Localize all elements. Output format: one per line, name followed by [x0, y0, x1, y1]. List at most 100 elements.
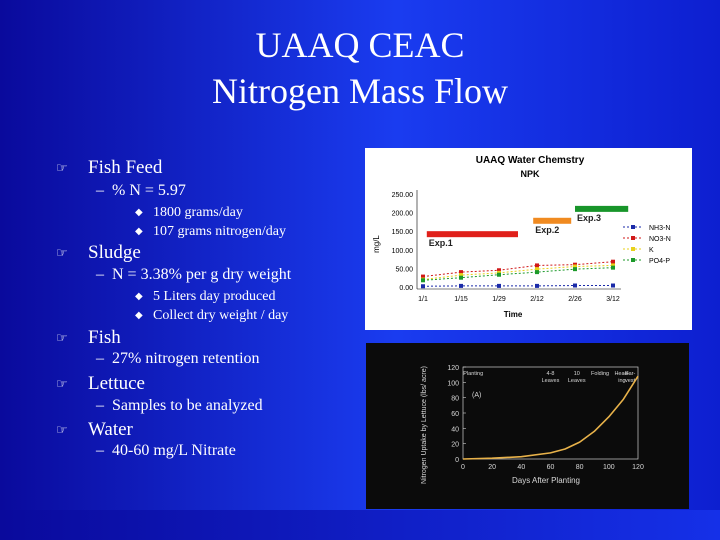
y-tick-label: 50.00: [395, 266, 413, 273]
item-text: Collect dry weight / day: [153, 308, 289, 323]
y-tick-label: 100.00: [392, 248, 414, 255]
experiment-bar: [533, 217, 572, 224]
bullet-label: Fish Feed: [88, 157, 163, 178]
growth-stage-label: 4-8: [547, 371, 555, 377]
data-point: [497, 283, 501, 288]
growth-stage-label: Leaves: [542, 378, 560, 384]
lettuce-uptake-svg: Nitrogen Uptake by Lettuce (lbs/ acre) D…: [421, 365, 644, 485]
experiment-label: Exp.3: [577, 213, 601, 223]
item-text: 107 grams nitrogen/day: [153, 224, 286, 239]
y-tick-label: 0.00: [399, 285, 413, 292]
legend-entry: K: [649, 247, 654, 254]
x-axis-label: Time: [504, 310, 523, 319]
x-tick-label: 40: [517, 464, 525, 471]
legend-entry: PO4-P: [649, 258, 670, 265]
bullet-label: Lettuce: [88, 373, 145, 394]
pointing-hand-icon: ☞: [56, 423, 68, 438]
data-point: [497, 268, 501, 273]
sub-bullet-text: 40-60 mg/L Nitrate: [112, 442, 236, 459]
x-tick-label: 2/26: [568, 296, 582, 303]
x-tick-label: 20: [488, 464, 496, 471]
y-tick-label: 0: [455, 457, 459, 464]
title-line-1: UAAQ CEAC: [255, 25, 465, 65]
sub-bullet-text: 27% nitrogen retention: [112, 350, 260, 367]
growth-stage-label: Folding: [591, 371, 609, 377]
sub-bullet-text: % N = 5.97: [112, 182, 186, 199]
y-axis-label: mg/L: [372, 235, 381, 253]
data-point: [611, 265, 615, 270]
data-point: [421, 284, 425, 289]
sub-bullet-water: – 40-60 mg/L Nitrate: [96, 442, 236, 459]
chart-legend: NH3-N NO3-N K PO4-P: [623, 225, 671, 265]
data-point: [573, 264, 577, 269]
growth-stage-label: vest: [625, 378, 636, 384]
x-tick-label: 1/15: [454, 296, 468, 303]
data-point: [573, 283, 577, 288]
chart-axes: 250.00 200.00 150.00 100.00 50.00 0.00 1/1 1/15…: [392, 190, 621, 303]
item-text: 1800 grams/day: [153, 205, 243, 220]
y-tick-label: 250.00: [392, 192, 414, 199]
data-point: [459, 273, 463, 278]
data-point: [535, 267, 539, 272]
uptake-curve: [462, 375, 639, 460]
x-tick-label: 60: [547, 464, 555, 471]
y-tick-label: 20: [451, 442, 459, 449]
legend-swatch-marker: [631, 247, 635, 251]
growth-stage-label: 10: [574, 371, 580, 377]
data-point: [535, 263, 539, 268]
experiment-label: Exp.1: [429, 238, 453, 248]
legend-swatch-marker: [631, 225, 635, 229]
sub-bullet-fish: – 27% nitrogen retention: [96, 350, 260, 367]
x-tick-label: 100: [603, 464, 615, 471]
data-point: [573, 267, 577, 272]
pointing-hand-icon: ☞: [56, 331, 68, 346]
growth-stage-label: Head-: [614, 371, 629, 377]
sub-bullet-sludge: – N = 3.38% per g dry weight: [96, 266, 292, 283]
bullet-label: Sludge: [88, 242, 141, 263]
diamond-bullet-icon: ◆: [135, 207, 143, 218]
item-text: 5 Liters day produced: [153, 289, 276, 304]
chart-subtitle: NPK: [520, 169, 540, 179]
data-point: [535, 283, 539, 288]
legend-swatch-marker: [631, 236, 635, 240]
data-point: [535, 270, 539, 275]
x-tick-label: 3/12: [606, 296, 620, 303]
panel-label: (A): [472, 392, 481, 399]
data-point: [611, 263, 615, 268]
data-point: [421, 274, 425, 279]
data-point: [421, 278, 425, 283]
chart-series: [462, 375, 639, 460]
data-point: [611, 259, 615, 264]
y-tick-label: 60: [451, 411, 459, 418]
water-chemistry-chart: UAAQ Water Chemstry NPK mg/L Time 250.00…: [365, 148, 692, 330]
x-tick-label: 1/29: [492, 296, 506, 303]
data-point: [497, 272, 501, 277]
y-tick-label: 120: [447, 365, 459, 372]
legend-entry: NO3-N: [649, 236, 671, 243]
chart-series: [421, 259, 615, 289]
growth-stage-label: ing: [618, 378, 625, 384]
y-tick-label: 200.00: [392, 211, 414, 218]
y-tick-label: 80: [451, 396, 459, 403]
diamond-bullet-icon: ◆: [135, 291, 143, 302]
data-point: [459, 275, 463, 280]
data-point: [611, 283, 615, 288]
x-axis-label: Days After Planting: [512, 476, 580, 485]
experiment-label: Exp.2: [535, 225, 559, 235]
y-tick-label: 40: [451, 426, 459, 433]
experiment-bar: [575, 205, 629, 212]
bullet-label: Fish: [88, 327, 121, 348]
water-chemistry-svg: UAAQ Water Chemstry NPK mg/L Time 250.00…: [372, 155, 671, 319]
x-tick-label: 1/1: [418, 296, 428, 303]
x-tick-label: 120: [632, 464, 644, 471]
sub-bullet-text: Samples to be analyzed: [112, 397, 263, 414]
experiment-bars: Exp.1 Exp.2 Exp.3: [426, 205, 629, 248]
pointing-hand-icon: ☞: [56, 377, 68, 392]
slide-footer-band: [0, 510, 720, 540]
series-line: [422, 285, 613, 287]
sub-bullet-fish-feed: – % N = 5.97: [96, 182, 186, 199]
bullet-label: Water: [88, 419, 133, 440]
sub-bullet-text: N = 3.38% per g dry weight: [112, 266, 292, 283]
y-axis-label: Nitrogen Uptake by Lettuce (lbs/ acre): [421, 366, 428, 484]
